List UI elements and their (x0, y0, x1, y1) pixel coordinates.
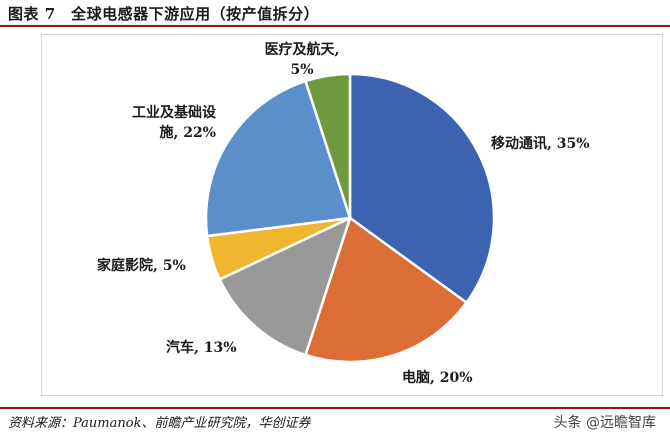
slice-label-industrial-line2: 施, 22% (159, 125, 216, 141)
slice-label-medical: 医疗及航天, 5% (244, 40, 360, 80)
slice-label-auto: 汽车, 13% (166, 340, 237, 356)
pie-slice-computer (304, 216, 468, 364)
figure-title: 图表 7 全球电感器下游应用（按产值拆分） (8, 5, 320, 23)
footer-divider (0, 407, 670, 409)
slice-label-industrial-line1: 工业及基础设 (132, 105, 216, 121)
pie-slice-mobile (348, 72, 496, 304)
pie-slice-medical (304, 72, 352, 220)
source-note: 资料来源：Paumanok、前瞻产业研究院，华创证券 (8, 416, 311, 431)
title-divider (0, 25, 670, 27)
slice-label-mobile: 移动通讯, 35% (491, 136, 590, 152)
slice-label-medical-line2: 5% (290, 62, 314, 78)
slice-label-home-theater: 家庭影院, 5% (97, 258, 186, 274)
slice-label-computer: 电脑, 20% (402, 370, 473, 386)
pie-slice-industrial (204, 79, 352, 238)
slice-label-medical-line1: 医疗及航天, (264, 42, 340, 58)
watermark: 头条 @远瞻智库 (553, 415, 656, 431)
chart-area (41, 34, 663, 396)
pie-slice-auto (218, 216, 352, 357)
slice-label-industrial: 工业及基础设 施, 22% (108, 103, 216, 143)
